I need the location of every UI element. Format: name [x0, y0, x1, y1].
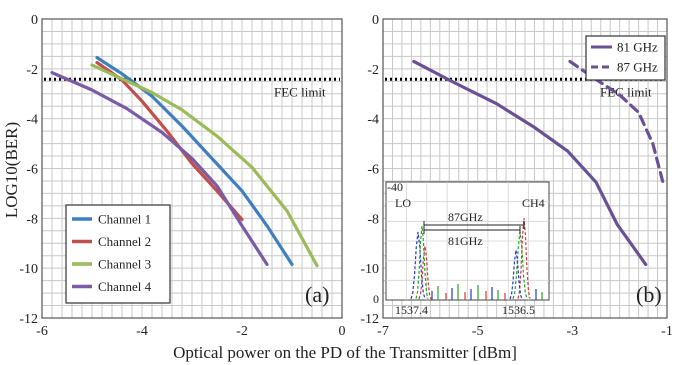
panel-a-label: (a) [305, 282, 329, 307]
inset-trace-peak [415, 225, 429, 299]
panel-a-fec-label: FEC limit [274, 84, 326, 99]
panel-b-ticks: -7 -5 -3 -10-2-4-6-8-10-12 [360, 13, 673, 339]
panel-b-frame [382, 18, 668, 319]
y-tick-label: -12 [19, 312, 38, 327]
series-line-channel-1 [95, 55, 294, 266]
inset-arrow-top-label: 87GHz [448, 210, 483, 224]
inset-peak-right-label: CH4 [522, 196, 545, 210]
x-tick-label: -6 [36, 324, 48, 339]
series-line-channel-4 [50, 70, 269, 266]
y-tick-label: -2 [367, 63, 379, 78]
y-tick-label: -6 [367, 163, 379, 178]
legend-entry: Channel 1 [98, 212, 151, 227]
inset-trace-peak [418, 245, 432, 300]
panel-a-legend: Channel 1 Channel 2 Channel 3 Channel 4 [65, 204, 171, 304]
inset-trace-peak [509, 249, 523, 300]
panel-a-frame [41, 18, 343, 319]
inset-trace-peak [517, 217, 531, 299]
x-tick-label: -5 [472, 324, 484, 339]
panel-a-series [50, 55, 319, 268]
legend-entry: Channel 2 [98, 234, 151, 249]
y-axis-title: LOG10(BER) [2, 122, 21, 218]
panel-b-label: (b) [636, 282, 662, 307]
legend-entry: 81 GHz [617, 40, 658, 55]
inset-peak-left-label: LO [395, 196, 411, 210]
legend-box [585, 35, 666, 81]
legend-entry: 87 GHz [617, 60, 658, 75]
y-tick-label: -4 [26, 113, 38, 128]
y-tick-label: -2 [26, 63, 38, 78]
x-tick-label: -7 [377, 324, 389, 339]
x-tick-label: -4 [136, 324, 148, 339]
inset-arrows [423, 221, 525, 234]
legend-entry: Channel 3 [98, 257, 151, 272]
y-tick-label: -4 [367, 113, 379, 128]
panel-b-fec-limit: FEC limit [385, 77, 665, 99]
inset-x-left-label: 1537.4 [395, 303, 428, 317]
x-tick-label: -2 [236, 324, 248, 339]
inset-spectrum: -40 0 1537.4 1536.5 LO CH4 87GHz 81GHz [373, 180, 550, 317]
x-tick-label: -3 [566, 324, 578, 339]
inset-trace-peak [410, 231, 426, 299]
series-line-channel-3 [90, 63, 319, 268]
inset-y-top-label: -40 [387, 180, 403, 194]
legend-entry: Channel 4 [98, 279, 152, 294]
inset-x-right-label: 1536.5 [502, 303, 535, 317]
y-tick-label: -6 [26, 163, 38, 178]
y-tick-label: -10 [360, 262, 379, 277]
panel-a-ticks: -6 -4 -2 0 0 -2 -4 -6 -8 -10 -12 [19, 13, 345, 339]
y-tick-label: 0 [372, 13, 379, 28]
inset-y-bottom-label: 0 [373, 292, 379, 306]
y-tick-label: -10 [19, 262, 38, 277]
inset-traces [410, 217, 543, 300]
x-tick-label: -1 [661, 324, 673, 339]
y-tick-label: -12 [360, 312, 379, 327]
x-axis-title: Optical power on the PD of the Transmitt… [173, 343, 517, 362]
panel-b: FEC limit -40 0 1537.4 1536.5 LO CH4 87G… [360, 13, 673, 339]
y-tick-label: -8 [26, 212, 38, 227]
y-tick-label: 0 [31, 13, 38, 28]
inset-arrow-bottom-label: 81GHz [448, 234, 483, 248]
series-line-81-ghz [412, 59, 648, 266]
panel-a-fec-limit: FEC limit [44, 77, 340, 99]
panel-b-fec-label: FEC limit [600, 84, 652, 99]
y-tick-label: -8 [367, 212, 379, 227]
panel-a: FEC limit -6 -4 -2 0 0 -2 -4 -6 -8 -10 -12 Channel… [19, 13, 345, 339]
panel-b-legend: 81 GHz 87 GHz [585, 35, 666, 81]
x-tick-label: 0 [339, 324, 346, 339]
